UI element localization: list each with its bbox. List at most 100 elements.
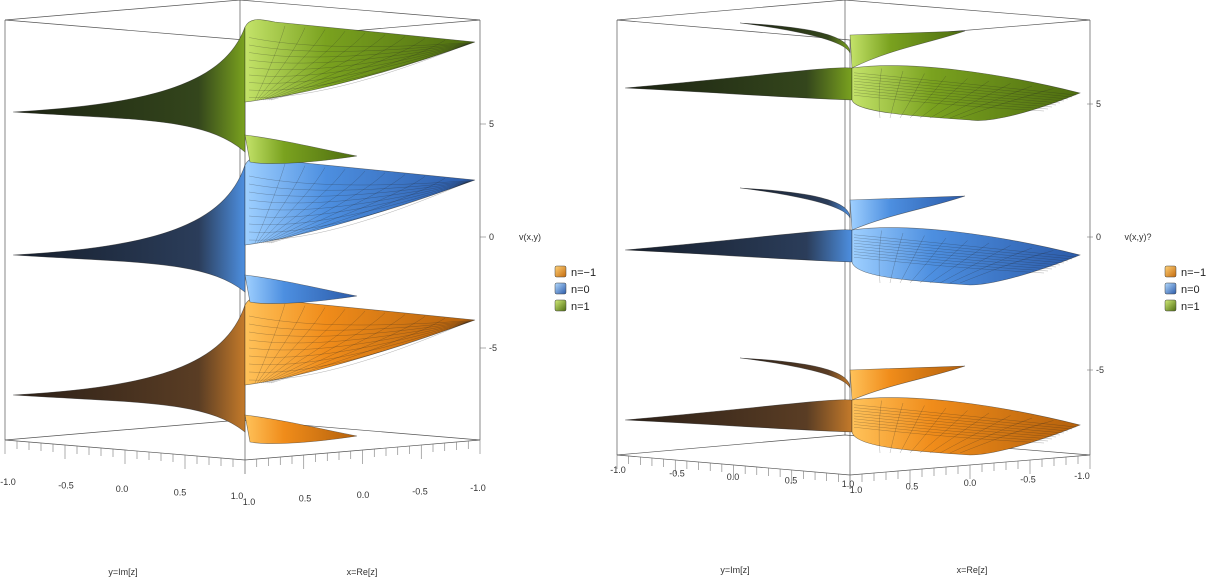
legend-label: n=1 [1181,301,1200,313]
y-tick-label: 1.0 [842,479,855,489]
x-tick-label: 0.0 [964,478,977,488]
mesh-line [878,68,882,119]
mesh-line [262,310,366,384]
mesh-line [248,321,470,358]
mesh-line [248,322,468,373]
surface-n=0 [624,187,1081,286]
mesh-line [939,83,1011,119]
mesh-line [268,176,426,244]
mesh-line [260,31,346,101]
legend-label: n=−1 [1181,267,1206,279]
mesh-line [853,234,1077,258]
legend: n=−1 n=0 n=1 [554,265,596,313]
y-tick-label: -1.0 [0,477,16,487]
mesh-line [959,250,1054,284]
mesh-line [853,237,1073,260]
legend-label: n=1 [571,301,590,313]
mesh-line [899,73,925,119]
mesh-line [268,316,426,384]
mesh-line [853,89,1053,108]
legend-label: n=0 [1181,284,1200,296]
mesh-line [262,170,366,244]
mesh-line [853,251,1053,270]
mesh-line [853,410,1069,432]
x-tick-label: -0.5 [412,487,428,497]
surface-lower-wing [244,414,358,444]
mesh-line [959,420,1054,454]
base-ticks [616,455,1091,489]
mesh-line [919,78,968,119]
box-bottom-front [4,439,481,461]
x-tick-label: -1.0 [470,483,486,493]
mesh-line [258,307,326,384]
surface-n=−1 [12,297,476,444]
y-tick-label: -0.5 [58,481,74,491]
mesh-line [889,70,904,119]
surface-lower-wing [244,134,358,164]
x-tick-label: -0.5 [1020,475,1036,485]
mesh-line [853,80,1065,102]
mesh-line [248,181,471,211]
mesh-line [853,407,1073,430]
legend: n=−1 n=0 n=1 [1164,265,1206,313]
mesh-line [268,38,426,101]
mesh-line [899,405,925,454]
mesh-line [853,83,1061,104]
mesh-line [248,321,471,351]
mesh-line [853,418,1057,438]
mesh-line [889,402,904,454]
mesh-line [254,163,286,244]
legend-swatch [554,265,567,278]
mesh-line [248,180,474,191]
x-axis: 1.0 0.5 0.0 -0.5 -1.0 x=Re[z] [850,471,1090,575]
y-tick-label: -1.0 [610,465,626,475]
surface-dark-wing [12,26,246,153]
legend-swatch [554,282,567,295]
y-axis: -1.0 -0.5 0.0 0.5 1.0 y=Im[z] [0,477,243,577]
mesh-line [248,44,467,98]
surface-dark-wing [624,399,853,433]
x-axis-title: x=Re[z] [347,567,378,577]
mesh-line [853,245,1061,266]
mesh-line [248,315,475,326]
mesh-line [853,240,1069,262]
mesh-line [248,320,473,337]
mesh-line [248,180,473,197]
z-axis-title: v(x,y) [519,232,541,242]
x-tick-label: 0.5 [299,494,312,504]
mesh-line [248,182,467,241]
z-tick-label: -5 [489,343,497,353]
mesh-line [248,320,474,331]
z-tick-label: 5 [489,119,494,129]
z-tick-label: 5 [1096,99,1101,109]
surface-bright-wing [851,397,1081,456]
mesh-line [853,248,1057,268]
mesh-line [266,174,406,244]
mesh-line [853,404,1077,428]
mesh-line [248,42,474,52]
mesh-line [248,321,469,366]
mesh-line [853,242,1065,264]
mesh-line [254,25,286,101]
y-axis: -1.0 -0.5 0.0 0.5 1.0 y=Im[z] [610,465,854,575]
legend-swatch [1164,265,1177,278]
mesh-line [248,181,469,226]
surface-dark-wing [12,164,246,293]
mesh-line [248,320,472,344]
y-tick-label: 0.5 [174,488,187,498]
mesh-line [256,27,306,101]
mesh-line [260,309,346,384]
mesh-line [853,421,1053,440]
mesh-line [909,75,947,119]
legend-swatch [1164,282,1177,295]
surface-top-fold [849,365,966,401]
mesh-line [262,32,366,101]
mesh-line [959,88,1054,119]
x-tick-label: 0.0 [357,490,370,500]
mesh-line [939,245,1011,284]
mesh-line [853,426,1045,444]
surface-n=0 [12,157,476,304]
mesh-line [248,181,470,218]
mesh-line [248,322,467,381]
box-bottom-front [616,454,1091,476]
